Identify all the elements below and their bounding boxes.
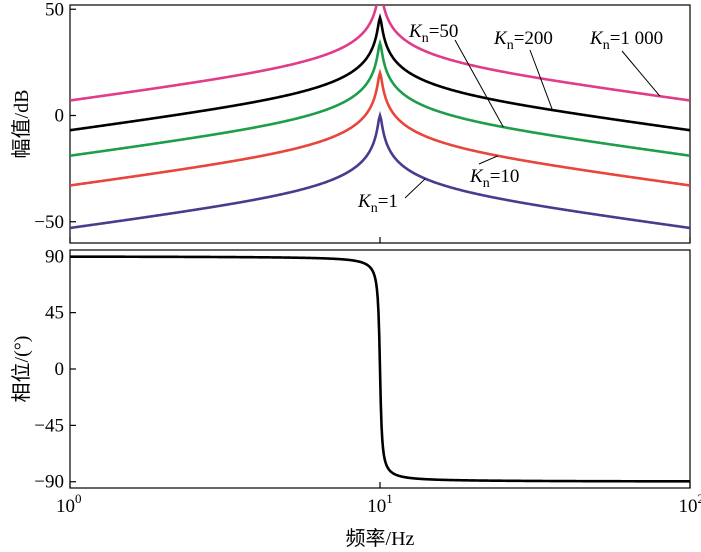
magnitude-ytick-label: −50 (34, 212, 64, 233)
magnitude-ytick-label: 50 (45, 0, 64, 20)
magnitude-series-line-kn-10 (70, 68, 690, 187)
magnitude-series-line-kn-1 (70, 110, 690, 230)
phase-ylabel: 相位/(°) (10, 336, 33, 403)
phase-xtick-label: 100 (56, 491, 82, 517)
phase-ytick-label: 90 (45, 246, 64, 267)
annotation-label-kn-1: Kn=1 (357, 191, 398, 216)
annotation-label-kn-10: Kn=10 (469, 166, 519, 191)
phase-series-line (70, 255, 690, 483)
phase-xtick-label: 101 (367, 491, 393, 517)
magnitude-ytick-label: 0 (55, 106, 65, 127)
annotation-leader-kn-1000 (621, 50, 661, 97)
annotation-leader-kn-50 (454, 39, 504, 128)
phase-ytick-label: −90 (34, 472, 64, 493)
phase-ytick-label: 0 (55, 359, 65, 380)
annotation-leader-kn-10 (478, 155, 499, 165)
magnitude-series-line-kn-1000 (70, 5, 690, 102)
annotation-label-kn-50: Kn=50 (408, 21, 458, 46)
magnitude-series-line-kn-200 (70, 13, 690, 132)
annotation-label-kn-1000: Kn=1 000 (589, 28, 663, 53)
magnitude-plot: 幅值/dB 50 0 −50 Kn=1 Kn=10 Kn=50 Kn=200 Kn=1 000 (10, 0, 691, 244)
annotation-leader-kn-1 (404, 178, 426, 199)
annotation-label-kn-200: Kn=200 (493, 28, 553, 53)
phase-ytick-label: −45 (34, 415, 64, 436)
phase-xlabel: 频率/Hz (346, 527, 415, 550)
phase-ytick-label: 45 (45, 303, 64, 324)
magnitude-ylabel: 幅值/dB (10, 90, 33, 159)
magnitude-series-line-kn-50 (70, 38, 690, 157)
phase-xtick-label: 102 (679, 491, 701, 517)
annotation-leader-kn-200 (529, 49, 553, 111)
